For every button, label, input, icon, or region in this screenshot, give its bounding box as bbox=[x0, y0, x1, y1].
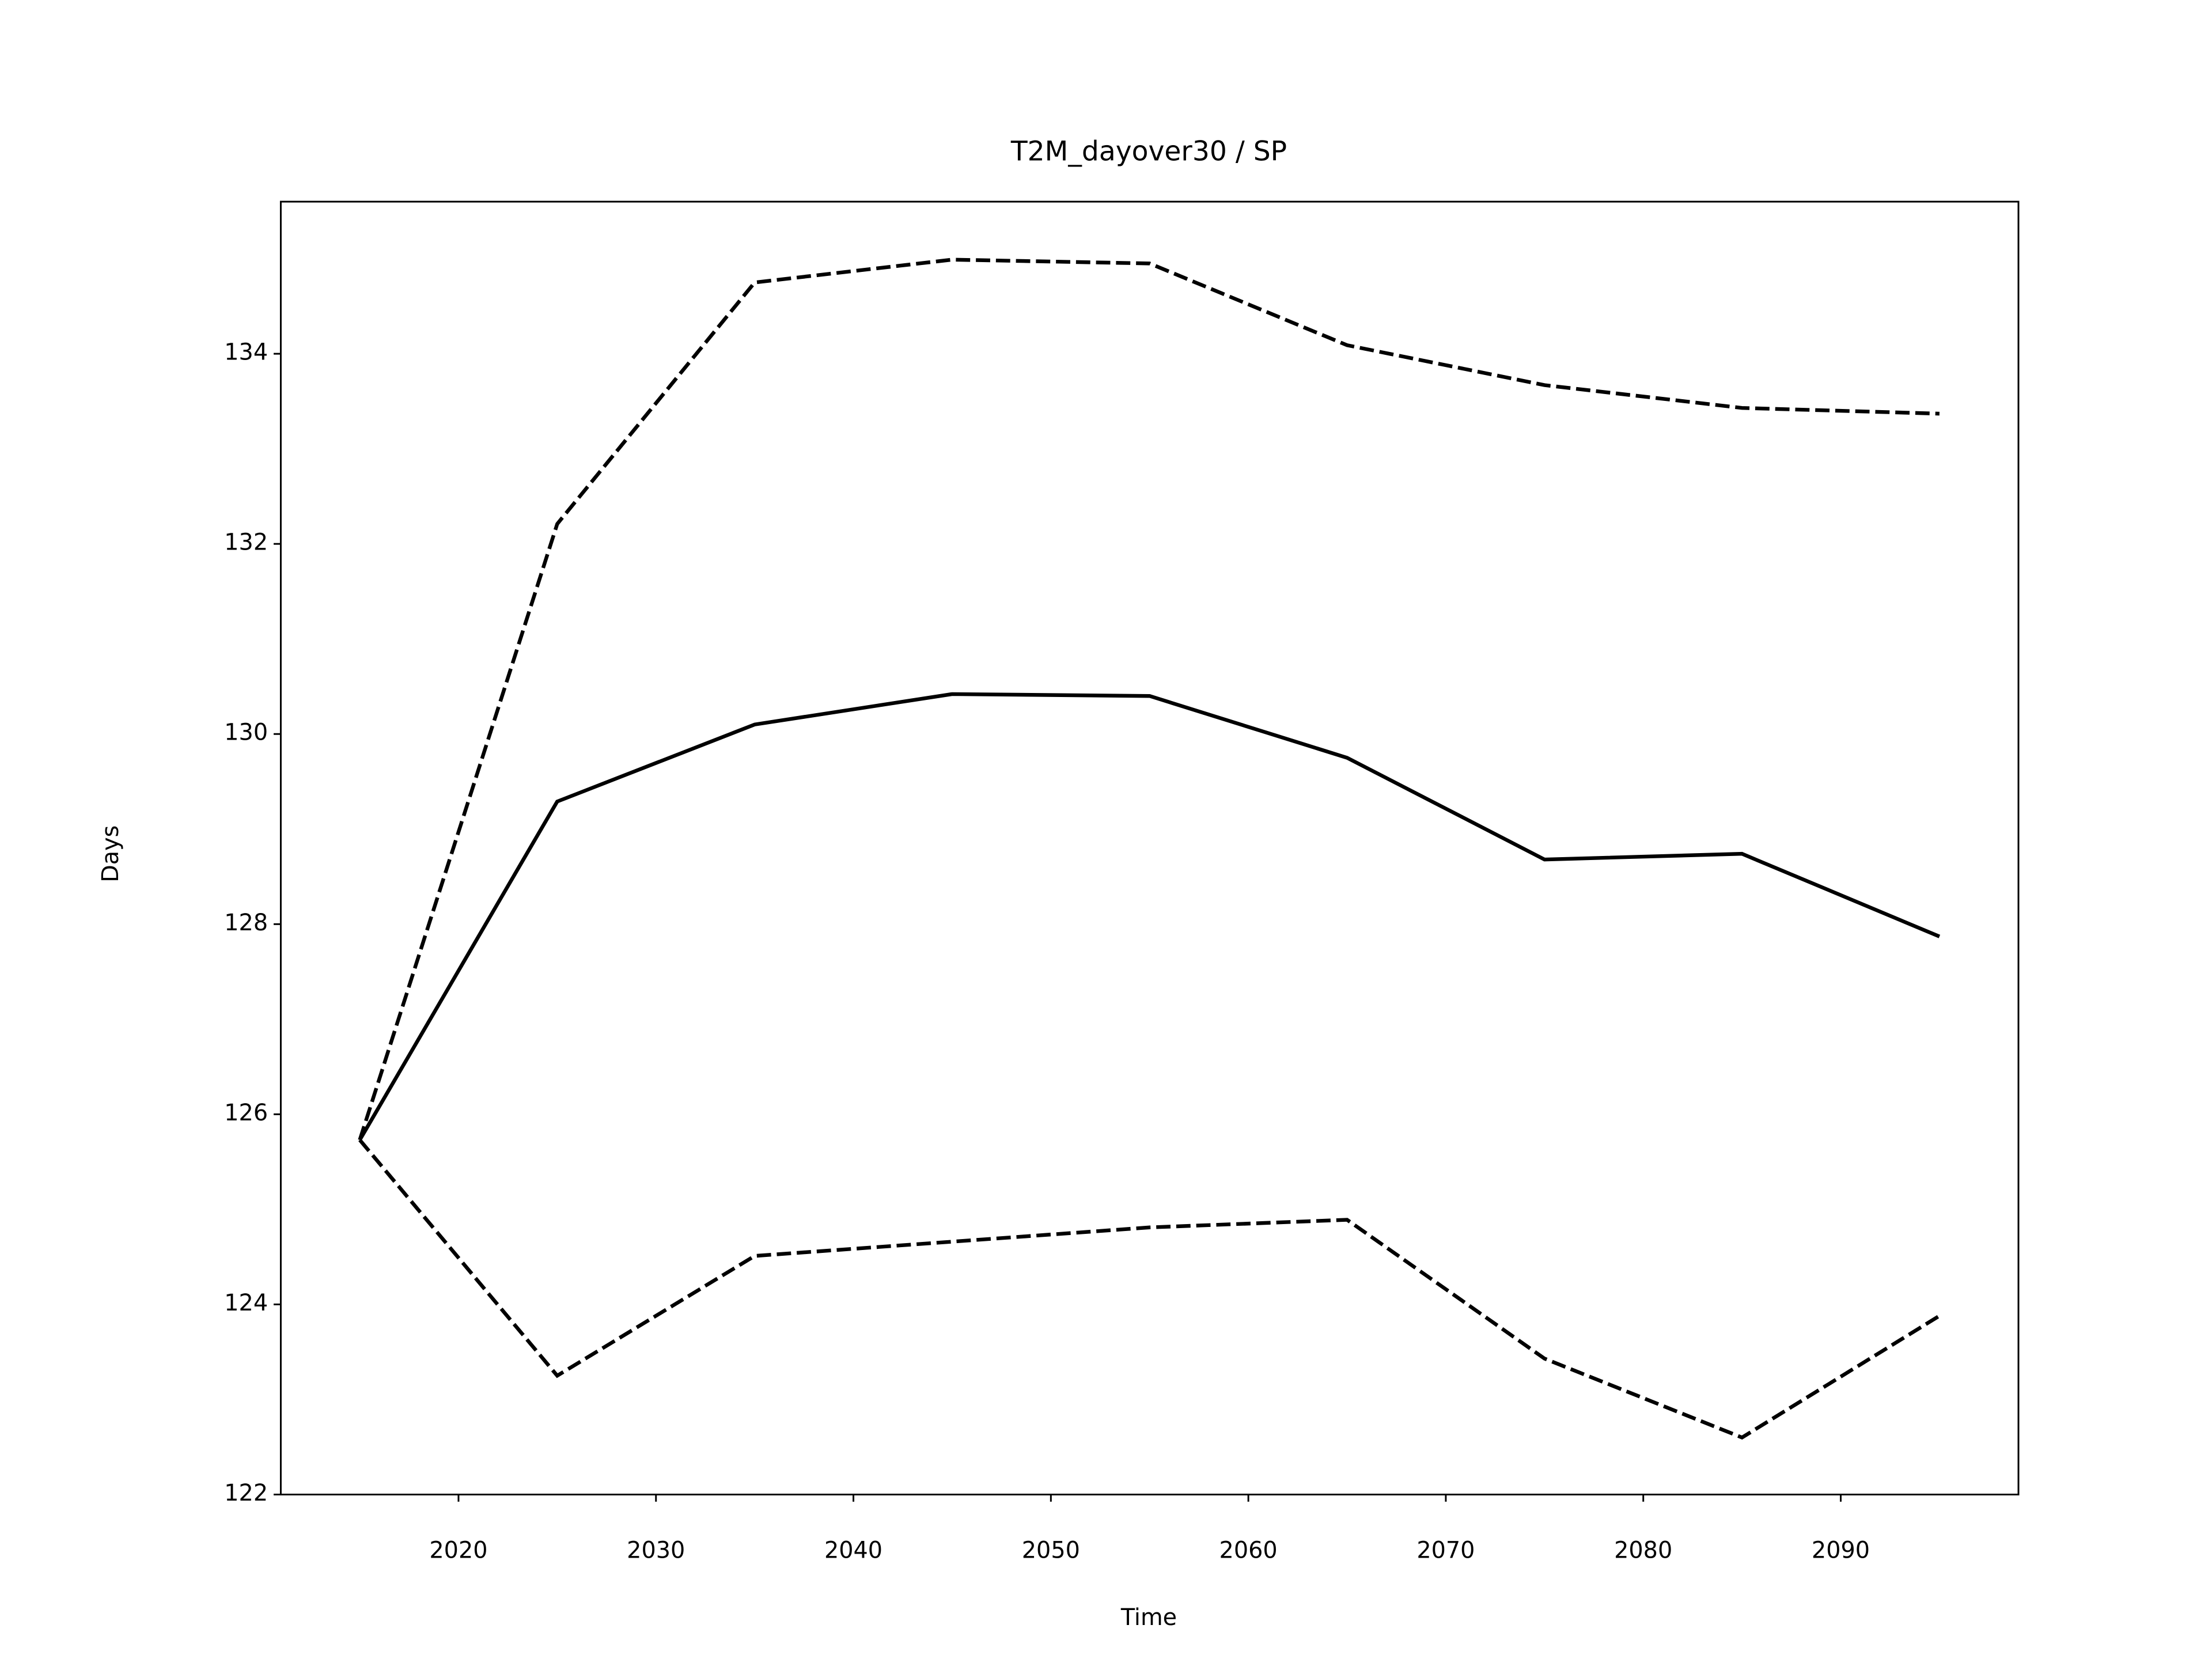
x-tick-label: 2020 bbox=[429, 1537, 487, 1563]
x-tick-label: 2070 bbox=[1416, 1537, 1475, 1563]
y-tick-label: 130 bbox=[224, 719, 268, 746]
x-tick-label: 2060 bbox=[1219, 1537, 1278, 1563]
x-tick-label: 2090 bbox=[1812, 1537, 1870, 1563]
series-line bbox=[358, 257, 1940, 1141]
x-tick-label: 2080 bbox=[1614, 1537, 1672, 1563]
y-tick-label: 128 bbox=[224, 910, 268, 936]
y-axis-label: Days bbox=[97, 825, 124, 882]
chart-title: T2M_dayover30 / SP bbox=[1010, 136, 1287, 168]
x-tick-label: 2030 bbox=[627, 1537, 685, 1563]
y-tick-label: 134 bbox=[224, 339, 268, 366]
series-line bbox=[358, 1138, 1941, 1440]
y-tick-label: 126 bbox=[224, 1100, 268, 1126]
x-tick-label: 2040 bbox=[824, 1537, 882, 1563]
x-tick-label: 2050 bbox=[1022, 1537, 1080, 1563]
y-tick-label: 124 bbox=[224, 1290, 268, 1316]
plot-frame bbox=[279, 200, 2020, 1495]
series-line bbox=[358, 692, 1941, 1141]
x-axis-label: Time bbox=[1120, 1604, 1177, 1631]
y-tick-label: 122 bbox=[224, 1480, 268, 1506]
y-tick-label: 132 bbox=[224, 529, 268, 556]
